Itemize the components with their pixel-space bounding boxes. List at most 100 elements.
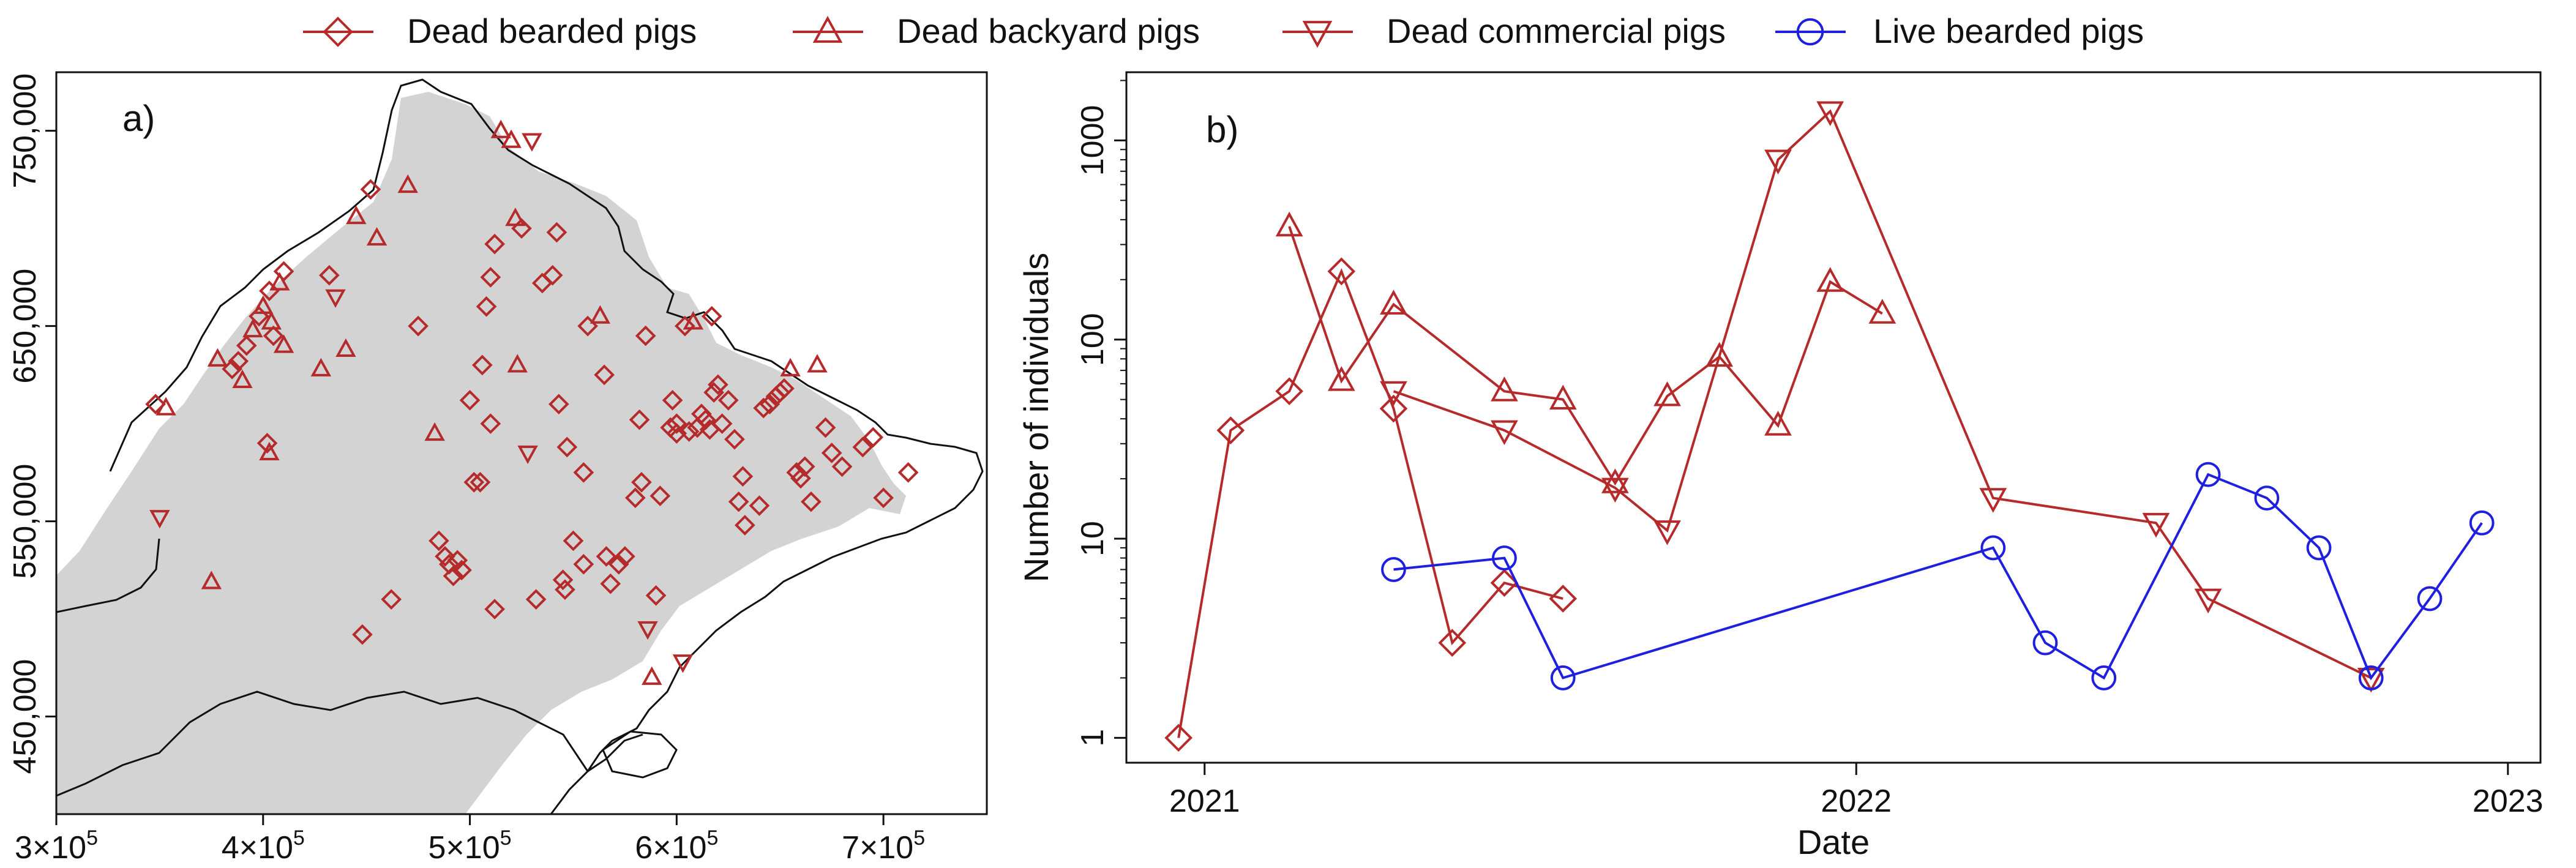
map-point-dead-bearded [459,390,481,411]
legend-item-live-bearded: Live bearded pigs [1775,12,2144,50]
map-content [56,78,984,814]
data-point-dead-bearded-pigs [1275,377,1303,406]
data-point-live-bearded-pigs [1492,545,1517,571]
map-point-dead-backyard [201,571,222,589]
series-dead-backyard-pigs [1275,211,1896,493]
map-axes: 3×105 4×105 5×105 6×105 7×105 450,000 550,000 6… [7,73,925,866]
map-point-dead-bearded [753,397,774,419]
map-point-dead-backyard [501,129,522,148]
map-point-dead-bearded [701,305,722,327]
map-point-dead-bearded [675,315,695,337]
legend-marker-dead-commercial-pigs [1302,21,1333,48]
map-point-dead-bearded [484,599,505,619]
legend-label-live-bearded: Live bearded pigs [1873,12,2144,50]
map-point-dead-bearded [552,569,574,591]
data-point-dead-backyard-pigs [1380,290,1407,315]
legend-item-dead-commercial: Dead commercial pigs [1282,12,1726,50]
data-point-dead-backyard-pigs [1601,468,1629,493]
map-point-dead-commercial [672,654,694,673]
line-frame [1125,71,2542,764]
y-tick-label: 100 [1075,313,1110,366]
data-point-dead-commercial-pigs [2194,588,2222,614]
y-tick-label: 1000 [1075,105,1110,176]
data-point-dead-backyard-pigs [1816,267,1844,292]
map-point-dead-commercial [149,510,170,529]
data-point-dead-backyard-pigs [1705,342,1734,367]
map-point-dead-backyard [269,272,290,291]
map-point-dead-bearded [463,471,485,493]
map-point-dead-bearded [650,485,671,506]
west-border [56,538,160,613]
data-point-live-bearded-pigs [2469,510,2495,536]
map-point-dead-bearded [615,546,635,567]
data-point-dead-backyard-pigs [1275,211,1303,237]
map-point-dead-commercial [517,445,538,465]
data-point-live-bearded-pigs [2417,586,2443,612]
map-point-dead-bearded [608,553,629,575]
map-point-dead-bearded [594,364,615,386]
map-point-dead-bearded [573,553,594,575]
x-tick-label: 2021 [1169,784,1240,819]
data-point-dead-bearded-pigs [1490,569,1519,597]
series-line-dead-commercial-pigs [1393,109,2372,679]
map-point-dead-bearded [801,491,822,512]
map-point-dead-bearded [573,462,594,483]
x-tick-label: 2023 [2473,784,2544,819]
legend-item-dead-bearded: Dead bearded pigs [303,12,697,50]
data-point-dead-backyard-pigs [1549,384,1577,410]
data-point-dead-backyard-pigs [1327,366,1355,391]
map-x-tick-label: 3×105 [15,826,98,866]
legend: Dead bearded pigs Dead backyard pigs Dea… [303,12,2144,50]
map-point-dead-bearded [451,559,472,581]
map-point-dead-bearded [897,462,919,483]
map-point-dead-bearded [662,390,683,411]
map-point-dead-bearded [629,409,650,430]
map-point-dead-backyard [346,205,367,225]
data-point-dead-bearded-pigs [1379,394,1408,423]
map-point-dead-backyard [397,174,418,193]
data-point-dead-backyard-pigs [1764,411,1792,436]
data-point-live-bearded-pigs [2195,462,2221,487]
map-point-dead-bearded [542,264,563,286]
map-y-tick-label: 750,000 [7,73,43,189]
map-point-dead-backyard [780,357,801,376]
map-point-dead-bearded [222,358,242,380]
map-point-dead-bearded [236,335,257,356]
map-point-dead-backyard [424,422,445,441]
map-point-dead-bearded [769,382,791,403]
data-point-dead-bearded-pigs [1216,416,1245,444]
map-point-dead-backyard [232,369,253,389]
map-y-tick-label: 450,000 [7,659,43,774]
map-point-dead-backyard [366,226,388,246]
map-point-dead-bearded [678,421,700,442]
data-point-dead-commercial-pigs [1491,420,1518,446]
map-point-dead-bearded [863,427,884,448]
island-outline [602,730,678,779]
map-point-dead-backyard [683,311,704,330]
series-dead-bearded-pigs [1164,257,1578,752]
map-x-tick-label: 7×105 [842,826,925,866]
map-point-dead-bearded [471,354,493,376]
data-point-live-bearded-pigs [2358,665,2384,690]
border-line [56,690,643,797]
map-point-dead-backyard [335,338,356,357]
data-point-live-bearded-pigs [2032,630,2058,656]
data-point-dead-commercial-pigs [1979,488,2007,513]
series-line-live-bearded-pigs [1393,473,2483,681]
map-point-dead-bearded [635,325,656,346]
map-x-tick-label: 6×105 [635,826,718,866]
map-point-dead-bearded [794,456,815,477]
map-point-dead-commercial [637,621,658,640]
data-point-dead-backyard-pigs [1868,299,1896,324]
map-point-dead-bearded [631,471,652,493]
data-point-dead-commercial-pigs [1816,101,1844,126]
line-series [1164,101,2495,752]
map-point-dead-bearded [624,487,646,509]
map-point-dead-bearded [555,579,575,600]
map-point-dead-bearded [695,409,716,430]
map-point-dead-bearded [759,394,781,415]
map-y-tick-label: 650,000 [7,269,43,384]
map-point-dead-bearded [600,573,621,594]
data-point-dead-commercial-pigs [1764,149,1792,175]
